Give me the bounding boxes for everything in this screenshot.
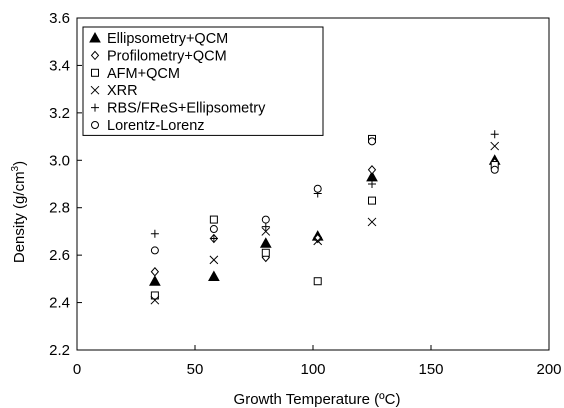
data-point-xrr: [313, 236, 323, 246]
y-axis-title-end: ): [11, 161, 28, 166]
legend-label: AFM+QCM: [107, 66, 180, 82]
y-tick-label: 3.2: [49, 105, 70, 122]
x-tick-label: 0: [73, 361, 81, 378]
y-axis-title-main: Density (g/cm: [11, 171, 28, 263]
data-point-rbs-fres-ellipsometry: [209, 234, 218, 243]
y-axis: 2.2 2.4 2.6 2.8 3.0 3.2 3.4 3.6: [49, 10, 82, 359]
y-tick-label: 3.4: [49, 57, 70, 74]
data-point-xrr: [150, 295, 160, 305]
data-point-profilometry-qcm: [367, 165, 377, 175]
data-point-rbs-fres-ellipsometry: [150, 229, 159, 238]
y-tick-label: 3.6: [49, 10, 70, 27]
legend-label: Lorentz-Lorenz: [107, 118, 205, 134]
data-point-ellipsometry-qcm: [149, 275, 161, 286]
y-tick-label: 3.0: [49, 152, 70, 169]
legend-label: Profilometry+QCM: [107, 48, 227, 64]
data-point-rbs-fres-ellipsometry: [490, 130, 499, 139]
legend-label: RBS/FReS+Ellipsometry: [107, 101, 266, 117]
legend-marker: [91, 103, 99, 112]
data-point-xrr: [490, 141, 500, 151]
legend-marker: [90, 50, 100, 61]
legend-marker: [91, 121, 99, 129]
data-point-lorentz-lorenz: [150, 246, 159, 255]
data-point-afm-qcm: [150, 291, 159, 300]
legend-marker: [91, 68, 99, 77]
data-point-lorentz-lorenz: [261, 215, 270, 224]
y-tick-label: 2.4: [49, 295, 70, 312]
data-point-profilometry-qcm: [313, 233, 322, 244]
data-point-afm-qcm: [261, 248, 270, 257]
legend-box: [82, 26, 324, 136]
data-point-xrr: [209, 255, 219, 265]
data-point-xrr: [261, 227, 271, 236]
legend-label: XRR: [107, 83, 138, 99]
y-tick-label: 2.8: [49, 200, 70, 217]
data-markers: [149, 130, 501, 305]
data-point-lorentz-lorenz: [490, 165, 499, 174]
y-axis-title-superscript: 3: [10, 165, 21, 171]
data-point-lorentz-lorenz: [209, 225, 218, 234]
x-tick-label: 200: [536, 361, 561, 378]
x-axis-title: Growth Temperature (ºC): [234, 391, 401, 408]
data-point-xrr: [367, 217, 377, 227]
y-tick-label: 2.2: [49, 342, 70, 359]
legend-marker: [90, 85, 100, 95]
x-tick-label: 150: [418, 361, 443, 378]
data-point-profilometry-qcm: [150, 266, 160, 277]
x-axis: 0 50 100 150 200: [73, 345, 562, 378]
y-tick-label: 2.6: [49, 247, 70, 264]
data-point-afm-qcm: [313, 277, 322, 286]
data-point-ellipsometry-qcm: [208, 270, 220, 281]
data-point-afm-qcm: [209, 215, 218, 224]
data-point-rbs-fres-ellipsometry: [368, 180, 376, 188]
data-point-rbs-fres-ellipsometry: [261, 222, 270, 231]
legend-marker: [89, 31, 101, 43]
x-tick-label: 50: [187, 361, 204, 378]
data-point-afm-qcm: [368, 196, 376, 205]
legend-label: Ellipsometry+QCM: [107, 31, 228, 47]
data-point-ellipsometry-qcm: [259, 237, 272, 248]
data-point-lorentz-lorenz: [313, 184, 322, 193]
x-tick-label: 100: [300, 361, 325, 378]
data-point-lorentz-lorenz: [368, 137, 376, 146]
y-axis-title: Density (g/cm3): [10, 161, 28, 263]
